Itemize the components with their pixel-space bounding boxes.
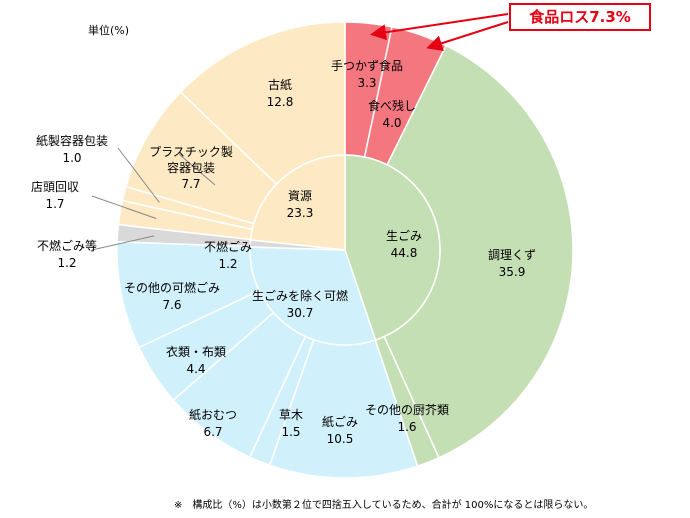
outer-label-name-13: 古紙 [268, 77, 292, 92]
outer-label-name-8: その他の可燃ごみ [124, 280, 220, 295]
outer-label-name-4: 紙ごみ [322, 414, 358, 429]
outer-label-value-13: 12.8 [267, 95, 294, 109]
outer-label-name-10: 店頭回収 [31, 180, 79, 194]
inner-slice-3 [249, 154, 346, 251]
inner-ring [249, 154, 441, 346]
outer-label-name-5: 草木 [279, 408, 303, 422]
outer-label-value-3: 1.6 [397, 420, 416, 434]
outer-label-10: 店頭回収 1.7 [31, 180, 79, 211]
outer-ring [116, 21, 574, 479]
inner-label-name-0: 生ごみ [386, 228, 422, 243]
outer-label-value-9: 1.2 [57, 256, 76, 270]
inner-label-name-2: 不燃ごみ [204, 239, 252, 254]
outer-label-name-11: 紙製容器包装 [36, 133, 108, 148]
callout-arrow-1 [370, 13, 509, 41]
inner-ring-labels: 生ごみ 44.8 生ごみを除く可燃 30.7 不燃ごみ 1.2 資源 23.3 [204, 189, 422, 320]
outer-label-8: その他の可燃ごみ 7.6 [124, 280, 220, 312]
inner-label-name-1: 生ごみを除く可燃 [252, 288, 348, 303]
outer-label-value-2: 35.9 [499, 265, 526, 279]
inner-label-value-0: 44.8 [391, 246, 418, 260]
inner-label-2: 不燃ごみ 1.2 [204, 239, 252, 271]
inner-slice-1 [249, 246, 377, 346]
outer-label-7: 衣類・布類 4.4 [166, 344, 226, 376]
callout-box [509, 3, 651, 31]
outer-label-value-11: 1.0 [62, 151, 81, 165]
leader-line-12 [178, 153, 216, 186]
outer-label-1: 食べ残し 4.0 [368, 98, 416, 130]
food-loss-callout: 食品ロス7.3% [370, 3, 651, 51]
inner-slice-0 [344, 154, 441, 341]
inner-label-1: 生ごみを除く可燃 30.7 [252, 288, 348, 320]
outer-label-value-12: 7.7 [181, 177, 200, 191]
leader-lines [91, 147, 216, 251]
inner-label-value-1: 30.7 [287, 306, 314, 320]
unit-label: 単位(%) [88, 23, 129, 37]
leader-line-9 [91, 235, 155, 251]
outer-label-value-1: 4.0 [382, 116, 401, 130]
inner-label-value-2: 1.2 [218, 257, 237, 271]
outer-label-5: 草木 1.5 [279, 408, 303, 439]
outer-label-value-6: 6.7 [203, 425, 222, 439]
footnote: ※ 構成比（%）は小数第２位で四捨五入しているため、合計が 100%になるとは限… [174, 498, 593, 511]
outer-label-name-0: 手つかず食品 [331, 58, 403, 73]
outer-label-name2-12: 容器包装 [167, 160, 215, 175]
outer-label-2: 調理くず 35.9 [488, 248, 536, 279]
outer-label-value-4: 10.5 [327, 432, 354, 446]
outer-label-11: 紙製容器包装 1.0 [36, 133, 108, 165]
outer-label-value-0: 3.3 [357, 76, 376, 90]
inner-label-value-3: 23.3 [287, 206, 314, 220]
inner-label-3: 資源 23.3 [287, 189, 314, 220]
callout-arrow-2 [426, 21, 509, 51]
outer-label-13: 古紙 12.8 [267, 77, 294, 109]
outer-label-name-3: その他の厨芥類 [365, 403, 449, 417]
inner-label-0: 生ごみ 44.8 [386, 228, 422, 260]
outer-label-6: 紙おむつ 6.7 [189, 407, 237, 439]
outer-ring-labels: 手つかず食品 3.3 食べ残し 4.0 調理くず 35.9 その他の厨芥類 1.6 紙ごみ 10.… [31, 58, 536, 446]
outer-label-value-5: 1.5 [281, 425, 300, 439]
outer-label-name-2: 調理くず [488, 248, 536, 262]
outer-label-value-8: 7.6 [162, 298, 181, 312]
inner-label-name-3: 資源 [288, 189, 312, 203]
outer-label-value-7: 4.4 [186, 362, 205, 376]
callout-text: 食品ロス7.3% [529, 8, 631, 26]
leader-line-10 [91, 195, 157, 219]
outer-label-name-6: 紙おむつ [189, 407, 237, 422]
outer-label-name-1: 食べ残し [368, 98, 416, 113]
outer-label-0: 手つかず食品 3.3 [331, 58, 403, 90]
outer-label-4: 紙ごみ 10.5 [322, 414, 358, 446]
outer-label-name-9: 不燃ごみ等 [37, 238, 97, 253]
leader-line-11 [117, 147, 160, 203]
outer-label-9: 不燃ごみ等 1.2 [37, 238, 97, 270]
outer-label-name-7: 衣類・布類 [166, 344, 226, 359]
outer-label-name-12: プラスチック製 [149, 145, 233, 159]
outer-label-value-10: 1.7 [45, 197, 64, 211]
outer-label-3: その他の厨芥類 1.6 [365, 403, 449, 434]
